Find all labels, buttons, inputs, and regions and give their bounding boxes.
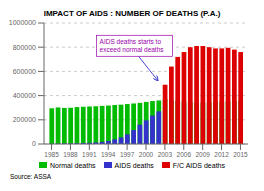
html-text:Normal deaths: Normal deaths bbox=[50, 161, 96, 169]
svg-text:800000: 800000 bbox=[13, 44, 36, 51]
svg-text:1000000: 1000000 bbox=[9, 19, 36, 26]
svg-text:AIDS deaths starts toexceed no: AIDS deaths starts toexceed normal death… bbox=[100, 38, 165, 53]
svg-text:2012: 2012 bbox=[214, 151, 229, 158]
svg-text:2006: 2006 bbox=[177, 151, 192, 158]
svg-text:200000: 200000 bbox=[13, 116, 36, 123]
svg-text:2000: 2000 bbox=[139, 151, 154, 158]
html-text:F/C AIDS deaths: F/C AIDS deaths bbox=[172, 161, 225, 169]
svg-text:2015: 2015 bbox=[233, 151, 248, 158]
html-text:IMPACT OF AIDS : NUMBER OF DEA: IMPACT OF AIDS : NUMBER OF DEATHS (P.A.) bbox=[43, 9, 221, 18]
svg-text:1991: 1991 bbox=[82, 151, 97, 158]
svg-text:1997: 1997 bbox=[120, 151, 135, 158]
svg-text:1985: 1985 bbox=[44, 151, 59, 158]
svg-text:1988: 1988 bbox=[63, 151, 78, 158]
svg-text:2003: 2003 bbox=[158, 151, 173, 158]
svg-text:400000: 400000 bbox=[13, 92, 36, 99]
svg-text:600000: 600000 bbox=[13, 68, 36, 75]
svg-text:1994: 1994 bbox=[101, 151, 116, 158]
html-text:Source: ASSA: Source: ASSA bbox=[10, 173, 52, 180]
html-text:AIDS deaths: AIDS deaths bbox=[114, 161, 154, 169]
svg-text:0: 0 bbox=[32, 140, 36, 147]
svg-text:2009: 2009 bbox=[195, 151, 210, 158]
